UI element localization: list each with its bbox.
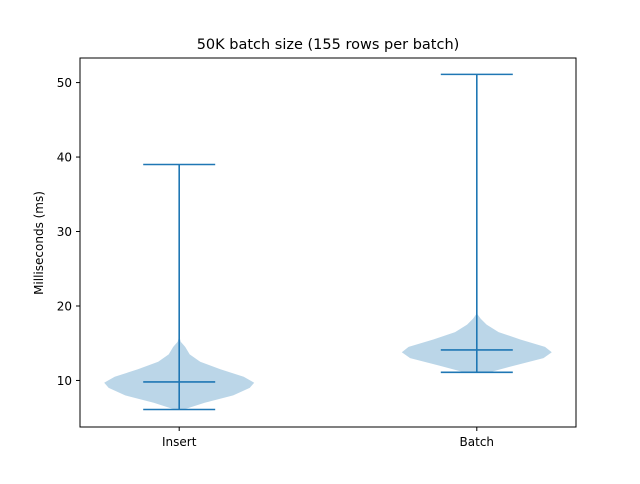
- y-tick-label: 30: [57, 225, 72, 239]
- x-tick-label: Batch: [460, 435, 495, 449]
- axes-frame: [79, 57, 577, 428]
- plot-area: 10 20 30 40 50 Insert Batch: [57, 73, 552, 449]
- y-tick-label: 20: [57, 299, 72, 313]
- y-tick-label: 50: [57, 76, 72, 90]
- y-axis-label: Milliseconds (ms): [32, 191, 46, 295]
- y-tick-label: 40: [57, 151, 72, 165]
- y-tick-label: 10: [57, 374, 72, 388]
- chart-title: 50K batch size (155 rows per batch): [197, 37, 460, 53]
- x-tick-label: Insert: [162, 435, 197, 449]
